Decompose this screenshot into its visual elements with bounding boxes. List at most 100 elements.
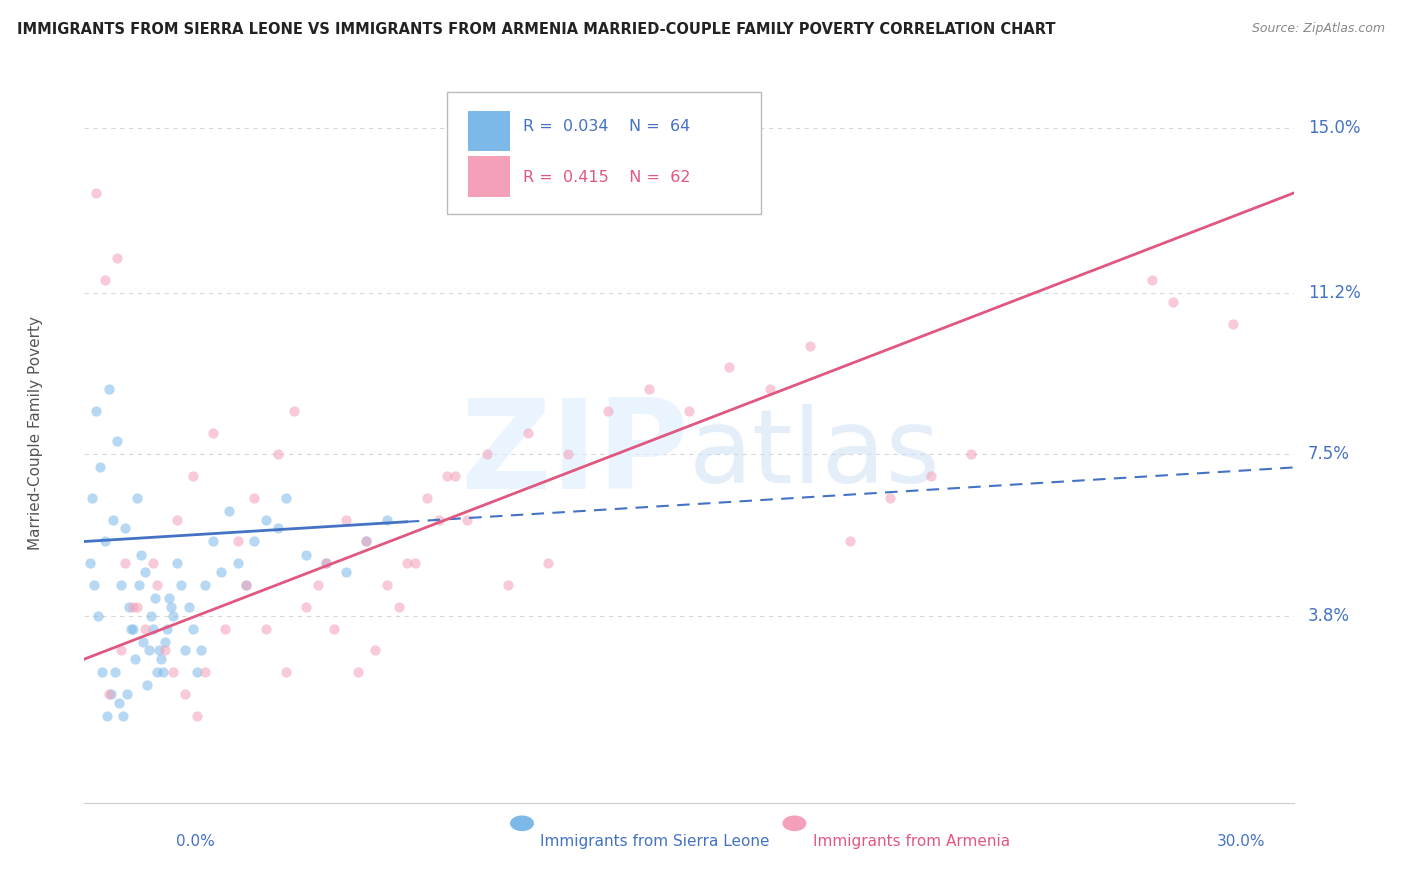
Point [416, 491, 439, 505]
Point [118, 599, 141, 614]
Point [114, 556, 136, 570]
Text: 30.0%: 30.0% [1218, 834, 1265, 849]
Text: 15.0%: 15.0% [1308, 119, 1361, 136]
Point [254, 513, 277, 527]
Point [267, 521, 290, 535]
Text: 7.5%: 7.5% [1308, 445, 1350, 464]
Point [235, 578, 257, 592]
Point [388, 599, 411, 614]
Point [516, 425, 538, 440]
Point [153, 634, 176, 648]
Point [218, 504, 240, 518]
Point [142, 556, 165, 570]
Point [97, 382, 120, 396]
Point [190, 643, 212, 657]
Point [100, 687, 122, 701]
Point [162, 665, 184, 680]
Point [105, 434, 128, 449]
Point [242, 491, 264, 505]
Point [135, 678, 157, 692]
Point [404, 556, 426, 570]
Point [87, 608, 110, 623]
Point [186, 708, 208, 723]
Point [107, 696, 129, 710]
Point [274, 491, 297, 505]
Point [110, 643, 132, 657]
Text: Immigrants from Armenia: Immigrants from Armenia [813, 834, 1010, 849]
Point [129, 548, 152, 562]
Point [93, 534, 115, 549]
Point [186, 665, 208, 680]
Point [174, 687, 197, 701]
Point [242, 534, 264, 549]
Point [120, 622, 142, 636]
Point [444, 469, 467, 483]
Point [209, 565, 232, 579]
Point [678, 404, 700, 418]
Point [879, 491, 901, 505]
Point [110, 578, 132, 592]
Point [153, 643, 176, 657]
Point [283, 404, 305, 418]
Point [125, 599, 148, 614]
Point [427, 513, 450, 527]
Point [162, 608, 184, 623]
Point [226, 556, 249, 570]
Point [170, 578, 193, 592]
Point [347, 665, 370, 680]
Point [226, 534, 249, 549]
Point [91, 665, 114, 680]
Point [920, 469, 942, 483]
Point [146, 665, 169, 680]
Point [160, 599, 183, 614]
Point [557, 447, 579, 461]
Text: Married-Couple Family Poverty: Married-Couple Family Poverty [28, 316, 44, 549]
Point [101, 513, 124, 527]
Point [82, 491, 104, 505]
Point [718, 360, 741, 375]
Point [214, 622, 236, 636]
Point [138, 643, 160, 657]
Point [274, 665, 297, 680]
Point [335, 513, 357, 527]
Point [1222, 317, 1244, 331]
Point [104, 665, 127, 680]
Point [194, 665, 217, 680]
Point [395, 556, 418, 570]
Text: R =  0.034    N =  64: R = 0.034 N = 64 [523, 120, 690, 135]
Point [132, 634, 155, 648]
Point [235, 578, 257, 592]
Point [335, 565, 357, 579]
Point [166, 556, 188, 570]
Point [758, 382, 780, 396]
Point [375, 513, 398, 527]
Text: 0.0%: 0.0% [176, 834, 215, 849]
Point [93, 273, 115, 287]
Point [202, 534, 225, 549]
Point [960, 447, 983, 461]
Text: atlas: atlas [689, 404, 941, 506]
Point [356, 534, 378, 549]
Point [537, 556, 560, 570]
Point [315, 556, 337, 570]
Point [267, 447, 290, 461]
Point [134, 565, 156, 579]
Point [114, 521, 136, 535]
Point [307, 578, 329, 592]
Point [111, 708, 134, 723]
Point [1142, 273, 1164, 287]
Text: R =  0.415    N =  62: R = 0.415 N = 62 [523, 169, 690, 185]
Text: Source: ZipAtlas.com: Source: ZipAtlas.com [1251, 22, 1385, 36]
Point [436, 469, 458, 483]
Point [105, 252, 128, 266]
Point [134, 622, 156, 636]
Point [156, 622, 179, 636]
Point [799, 338, 821, 352]
Point [89, 460, 111, 475]
Point [146, 578, 169, 592]
Point [295, 599, 318, 614]
Point [157, 591, 180, 606]
Point [149, 652, 172, 666]
Point [181, 469, 204, 483]
FancyBboxPatch shape [447, 92, 762, 214]
